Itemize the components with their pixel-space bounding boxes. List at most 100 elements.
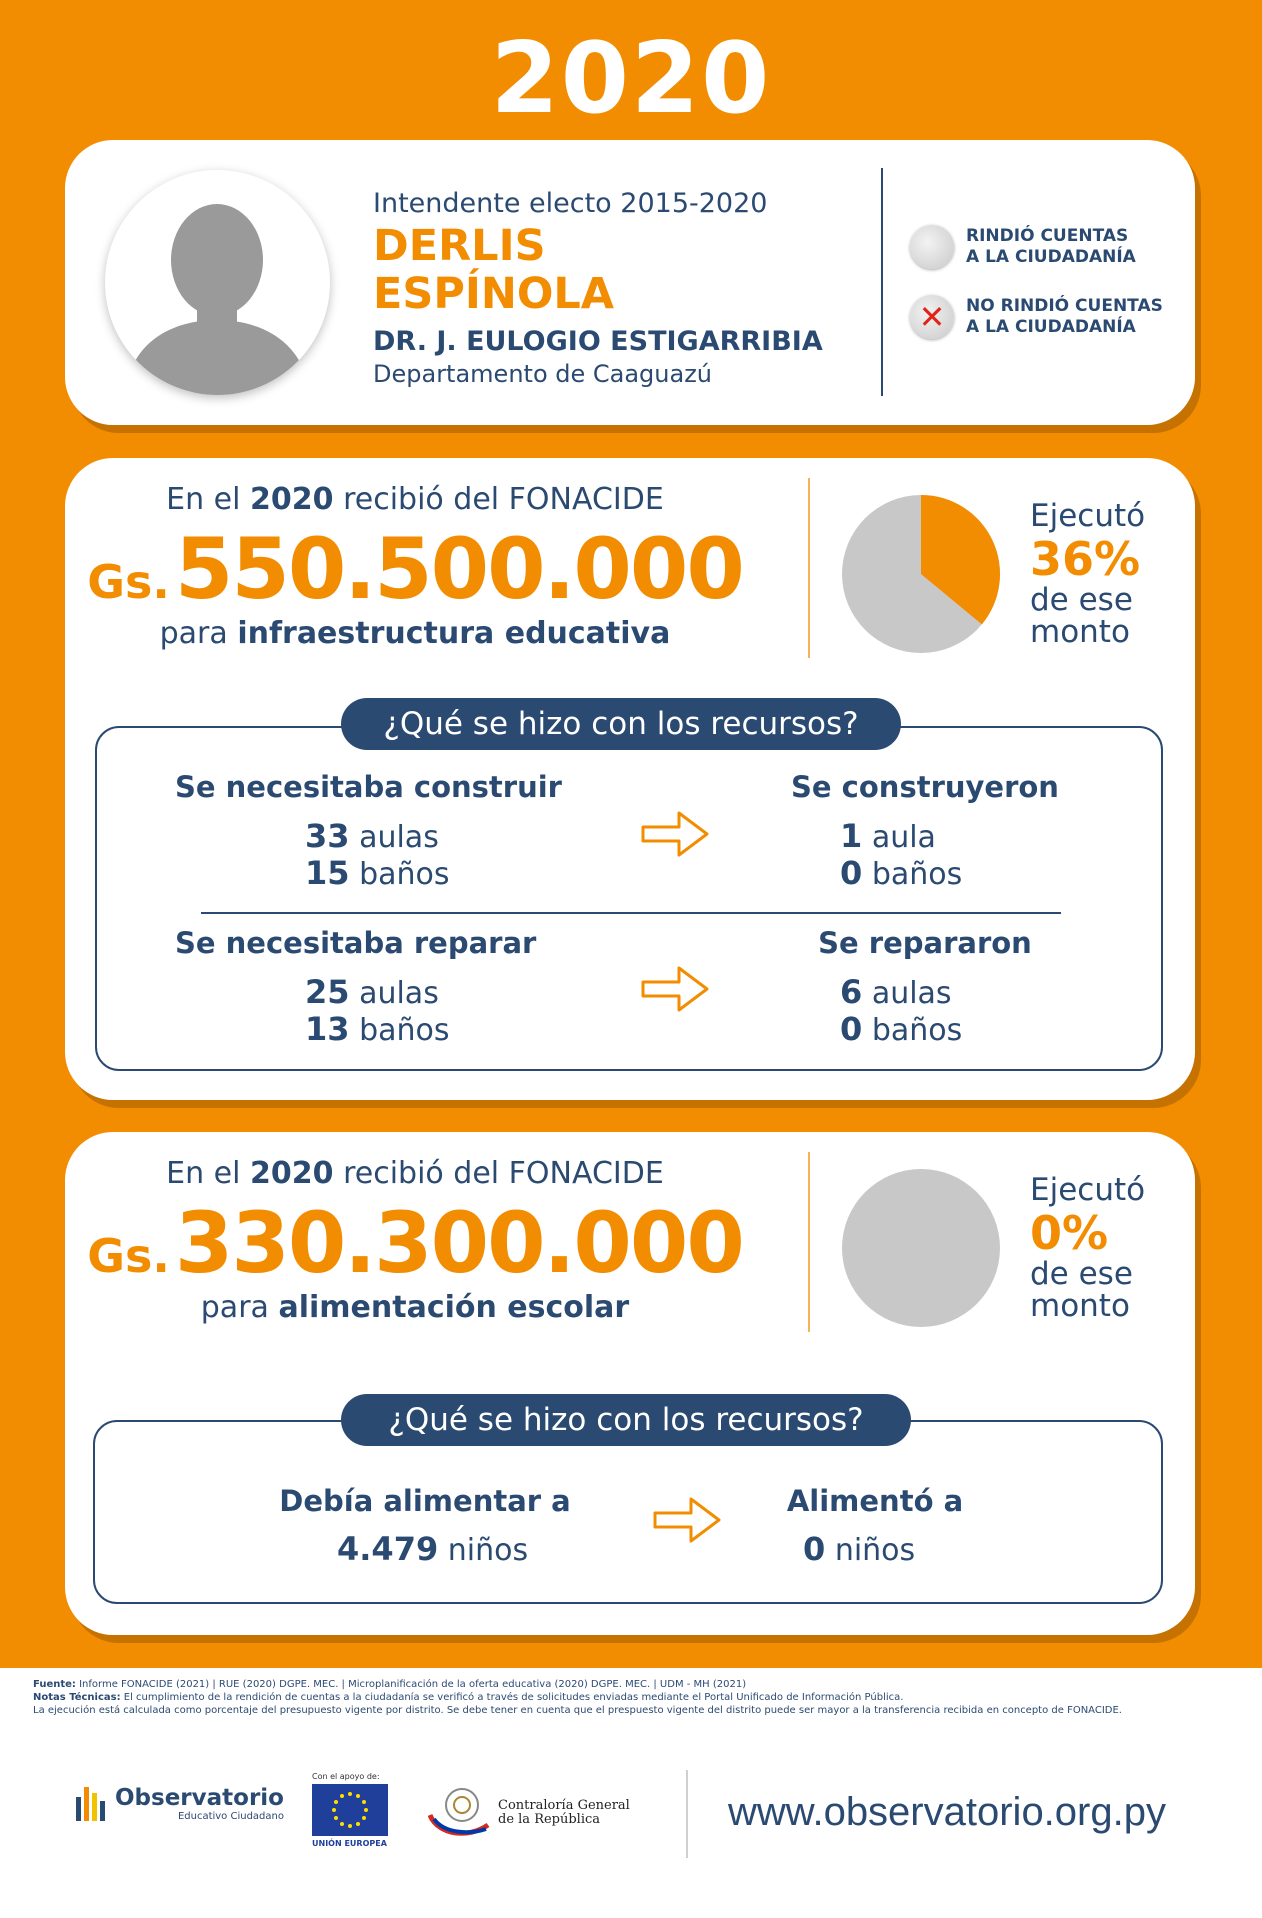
received-year: 2020 [250,482,334,517]
mayor-card: Intendente electo 2015-2020 DERLIS ESPÍN… [65,140,1195,425]
legend-rendered-line1: RINDIÓ CUENTAS [966,226,1129,246]
received-prefix: En el [166,1156,241,1191]
repair-needed-title: Se necesitaba reparar [175,926,537,960]
bar-chart-icon [76,1785,105,1821]
arrow-right-icon [641,811,709,857]
currency: Gs. [87,1229,170,1283]
executed-pct: 0% [1030,1206,1109,1260]
executed-label: Ejecutó [1030,1172,1146,1208]
source-text: Informe FONACIDE (2021) | RUE (2020) DGP… [79,1679,747,1690]
eu-logo: Con el apoyo de: UNIÓN EUROPEA [312,1772,392,1848]
footer-divider [686,1770,688,1858]
resources-question: ¿Qué se hizo con los recursos? [341,698,901,750]
mayor-name-line2: ESPÍNOLA [373,269,615,319]
divider [881,168,883,396]
build-needed-title: Se necesitaba construir [175,770,562,804]
repaired-aulas: 6 aulas [840,973,952,1011]
legend-not-rendered-line2: A LA CIUDADANÍA [966,317,1136,337]
observatorio-logo: Observatorio Educativo Ciudadano [76,1785,284,1822]
should-feed-title: Debía alimentar a [279,1484,571,1518]
executed-tail-1: de ese [1030,582,1133,618]
grey-circle-icon [910,225,954,269]
repaired-banos: 0 baños [840,1010,963,1048]
repair-needed-banos: 13 baños [305,1010,450,1048]
amount-value: 330.300.000 [174,1194,745,1292]
mayor-name: DERLIS ESPÍNOLA [373,222,614,318]
currency: Gs. [87,555,170,609]
mayor-role: Intendente electo 2015-2020 [373,188,768,219]
amount: Gs. 330.300.000 [65,1194,765,1292]
purpose-value: alimentación escolar [278,1290,630,1325]
fed-value: 0 niños [803,1530,916,1568]
resources-question: ¿Qué se hizo con los recursos? [341,1394,911,1446]
website-link[interactable]: www.observatorio.org.py [728,1790,1166,1834]
divider [808,1152,810,1332]
execution-text: Ejecutó 36% de ese monto [1030,498,1190,648]
should-feed-value: 4.479 niños [337,1530,529,1568]
received-text: En el 2020 recibió del FONACIDE [65,1156,765,1191]
eu-label: UNIÓN EUROPEA [312,1839,387,1848]
received-suffix: recibió del FONACIDE [343,1156,664,1191]
build-needed-aulas: 33 aulas [305,817,439,855]
municipality: DR. J. EULOGIO ESTIGARRIBIA [373,326,823,357]
avatar [105,170,330,395]
built-banos: 0 baños [840,854,963,892]
legend-not-rendered: ✕ NO RINDIÓ CUENTAS A LA CIUDADANÍA [910,295,1186,339]
year-title: 2020 [490,22,772,136]
repaired-title: Se repararon [818,926,1032,960]
execution-text: Ejecutó 0% de ese monto [1030,1172,1190,1322]
contraloria-logo: Contraloría General de la República [428,1785,630,1841]
notes-text-2: La ejecución está calculada como porcent… [33,1705,1122,1716]
eu-caption: Con el apoyo de: [312,1772,380,1781]
received-text: En el 2020 recibió del FONACIDE [65,482,765,517]
legend-rendered: RINDIÓ CUENTAS A LA CIUDADANÍA [910,225,1186,269]
observatorio-title: Observatorio [115,1785,284,1811]
executed-label: Ejecutó [1030,498,1146,534]
arrow-right-icon [653,1497,721,1543]
repair-needed-aulas: 25 aulas [305,973,439,1011]
contraloria-line1: Contraloría General [498,1798,630,1813]
executed-tail-2: monto [1030,1288,1130,1324]
received-suffix: recibió del FONACIDE [343,482,664,517]
executed-pct: 36% [1030,532,1141,586]
purpose-value: infraestructura educativa [237,616,671,651]
resources-box [95,726,1163,1071]
person-silhouette-icon [125,204,310,395]
legend-rendered-line2: A LA CIUDADANÍA [966,247,1136,267]
amount: Gs. 550.500.000 [65,520,765,618]
arrow-right-icon [641,966,709,1012]
footnotes: Fuente: Informe FONACIDE (2021) | RUE (2… [33,1678,1233,1717]
contraloria-seal-icon [428,1788,490,1836]
notes-text: El cumplimiento de la rendición de cuent… [123,1692,904,1703]
executed-tail-2: monto [1030,614,1130,650]
pie-slice-remaining [842,1169,1000,1327]
built-aulas: 1 aula [840,817,936,855]
execution-pie-chart [842,495,1000,653]
received-prefix: En el [166,482,241,517]
row-divider [201,912,1061,914]
purpose: para alimentación escolar [65,1290,765,1325]
resources-box [93,1420,1163,1604]
legend-not-rendered-line1: NO RINDIÓ CUENTAS [966,296,1163,316]
received-year: 2020 [250,1156,334,1191]
eu-flag-icon [312,1784,388,1836]
purpose: para infraestructura educativa [65,616,765,651]
observatorio-subtitle: Educativo Ciudadano [177,1811,284,1822]
divider [808,478,810,658]
amount-value: 550.500.000 [174,520,745,618]
mayor-name-line1: DERLIS [373,221,546,271]
red-x-icon: ✕ [910,295,954,339]
food-card: En el 2020 recibió del FONACIDE Gs. 330.… [65,1132,1195,1635]
infrastructure-card: En el 2020 recibió del FONACIDE Gs. 550.… [65,458,1195,1100]
build-needed-banos: 15 baños [305,854,450,892]
notes-label: Notas Técnicas: [33,1692,121,1703]
source-label: Fuente: [33,1679,76,1690]
pie-slice-executed [921,495,1000,625]
department: Departamento de Caaguazú [373,360,713,388]
executed-tail-1: de ese [1030,1256,1133,1292]
contraloria-line2: de la República [498,1812,601,1827]
purpose-prefix: para [159,616,228,651]
purpose-prefix: para [200,1290,269,1325]
built-title: Se construyeron [791,770,1059,804]
fed-title: Alimentó a [786,1484,964,1518]
